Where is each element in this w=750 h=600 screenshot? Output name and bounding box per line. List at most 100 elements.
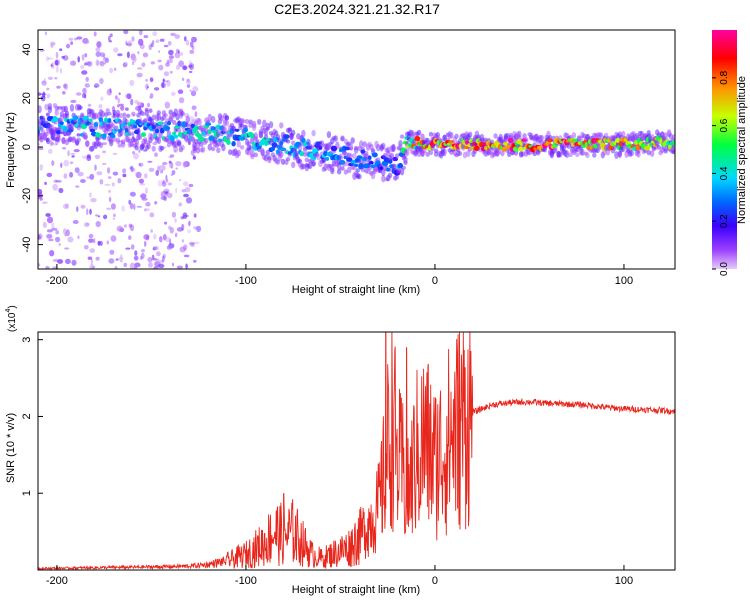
spectrogram-halo — [253, 152, 258, 158]
chart-title: C2E3.2024.321.21.32.R17 — [274, 1, 440, 17]
spectrogram-halo — [396, 168, 401, 174]
spectrogram-halo — [59, 111, 64, 117]
spectrogram-halo — [297, 143, 303, 152]
spectrogram-speckle — [192, 86, 199, 93]
spectrogram-y-axis: -40 -20 0 20 40 — [21, 43, 43, 253]
spectrogram-speckle — [122, 61, 129, 68]
spectrogram-speckle — [61, 55, 65, 59]
spectrogram-halo — [211, 146, 216, 152]
spectrogram-halo — [524, 137, 529, 143]
spectrogram-speckle — [88, 233, 94, 239]
spectrogram-speckle — [149, 93, 154, 99]
spectrogram-halo — [74, 103, 80, 111]
snr-x-label: Height of straight line (km) — [292, 584, 420, 596]
spectrogram-halo — [416, 129, 422, 136]
spectrogram-speckle — [141, 249, 145, 253]
spectrogram-speckle — [81, 93, 86, 99]
spectrogram-halo — [222, 126, 228, 135]
spectrogram-halo — [420, 133, 425, 141]
spectrogram-speckle — [41, 80, 47, 86]
spectrogram-speckle — [157, 59, 162, 63]
spectrogram-speckle — [114, 67, 117, 72]
spectrogram-halo — [394, 174, 400, 180]
spectrogram-ridge-cell — [172, 131, 177, 136]
spectrogram-speckle — [111, 182, 115, 187]
spectrogram-speckle — [44, 31, 48, 36]
spectrogram-speckle — [51, 160, 55, 166]
spectrogram-speckle — [72, 220, 79, 224]
spectrogram-speckle — [100, 52, 105, 58]
snr-y-tick-label: 3 — [21, 337, 33, 343]
spectrogram-speckle — [150, 42, 154, 48]
spectrogram-halo — [672, 150, 675, 155]
spectrogram-speckle — [109, 249, 115, 255]
spectrogram-speckle — [134, 266, 138, 269]
spectrogram-speckle — [62, 147, 67, 150]
spectrogram-speckle — [108, 189, 112, 193]
spectrogram-speckle — [165, 62, 170, 67]
spectrogram-halo — [114, 125, 119, 132]
spectrogram-halo — [387, 172, 393, 179]
spectrogram-x-label: Height of straight line (km) — [292, 284, 420, 296]
spectrogram-speckle — [99, 77, 104, 85]
spectrogram-halo — [405, 148, 410, 157]
spectrogram-speckle — [86, 176, 91, 179]
spectrogram-halo — [291, 161, 296, 168]
spectrogram-halo — [280, 158, 286, 165]
spectrogram-halo — [190, 136, 195, 143]
spectrogram-speckle — [191, 105, 197, 111]
spectrogram-speckle — [70, 41, 73, 45]
spectrogram-halo — [539, 135, 544, 142]
spectrogram-speckle — [181, 239, 185, 243]
spectrogram-speckle — [129, 79, 135, 87]
spectrogram-halo — [248, 145, 253, 150]
spectrogram-halo — [93, 112, 99, 120]
spectrogram-speckle — [50, 64, 53, 67]
spectrogram-speckle — [86, 208, 89, 216]
spectrogram-speckle — [125, 40, 128, 46]
spectrogram-halo — [333, 135, 338, 142]
spectrogram-speckle — [112, 171, 119, 176]
spectrogram-speckle — [146, 86, 149, 89]
spectrogram-ridge-cell — [132, 124, 138, 129]
spectrogram-speckle — [96, 171, 103, 176]
spectrogram-speckle — [189, 70, 193, 74]
spectrogram-speckle — [150, 61, 155, 65]
spectrogram-speckle — [38, 143, 41, 146]
spectrogram-speckle — [148, 108, 153, 113]
spectrogram-speckle — [94, 154, 101, 160]
spectrogram-speckle — [138, 30, 143, 36]
spectrogram-halo — [263, 134, 269, 140]
spectrogram-speckle — [175, 161, 182, 167]
spectrogram-speckle — [49, 250, 55, 257]
spectrogram-speckle — [48, 238, 54, 242]
colorbar-gradient — [712, 30, 737, 269]
spectrogram-speckle — [136, 101, 142, 107]
spectrogram-speckle — [47, 148, 53, 154]
spectrogram-halo — [131, 111, 136, 117]
spectrogram-y-tick-label: 20 — [21, 92, 33, 104]
spectrogram-speckle — [82, 155, 88, 159]
spectrogram-speckle — [188, 60, 192, 66]
spectrogram-speckle — [193, 213, 197, 218]
snr-y-scale-suffix: ) — [7, 305, 18, 308]
spectrogram-halo — [143, 137, 148, 142]
spectrogram-speckle — [141, 197, 148, 201]
spectrogram-speckle — [131, 56, 137, 63]
spectrogram-speckle — [175, 187, 178, 194]
spectrogram-halo — [199, 141, 204, 148]
spectrogram-halo — [236, 149, 241, 157]
spectrogram-ridge-cell — [59, 121, 64, 125]
spectrogram-speckle — [63, 83, 67, 89]
spectrogram-speckle — [89, 208, 92, 215]
snr-marks — [38, 332, 675, 570]
spectrogram-speckle — [126, 93, 132, 100]
spectrogram-speckle — [70, 152, 76, 155]
spectrogram-marks — [38, 30, 675, 269]
spectrogram-halo — [47, 106, 53, 114]
spectrogram-speckle — [95, 47, 101, 52]
spectrogram-speckle — [38, 92, 41, 96]
spectrogram-speckle — [178, 178, 182, 182]
spectrogram-halo — [180, 111, 185, 116]
spectrogram-speckle — [90, 258, 93, 265]
